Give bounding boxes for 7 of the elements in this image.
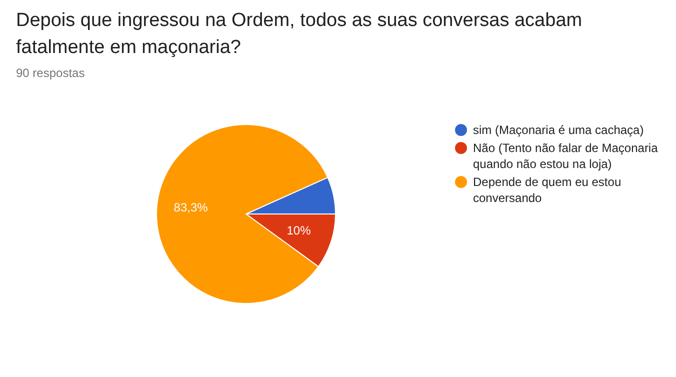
legend-label: sim (Maçonaria é uma cachaça): [473, 122, 644, 138]
legend-label: Não (Tento não falar de Maçonaria quando não estou na loja): [473, 140, 659, 172]
data-label: 83,3%: [174, 200, 208, 215]
chart-title: Depois que ingressou na Ordem, todos as suas conversas acabam fatalmente em maçonaria?: [16, 9, 584, 60]
legend-label: Depende de quem eu estou conversando: [473, 174, 622, 206]
data-label: 10%: [286, 223, 312, 238]
text: 90 respostas: [16, 66, 85, 80]
